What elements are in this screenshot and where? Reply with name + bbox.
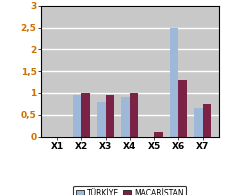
Bar — [169, 28, 178, 136]
Bar — [121, 97, 129, 136]
Bar — [193, 108, 202, 136]
Bar — [153, 132, 162, 136]
Bar — [73, 95, 81, 136]
Bar — [129, 93, 138, 136]
Bar — [81, 93, 90, 136]
Bar — [178, 80, 186, 136]
Bar — [105, 95, 114, 136]
Bar — [202, 104, 210, 136]
Bar — [97, 102, 105, 136]
Legend: TÜRKİYE, MACARİSTAN: TÜRKİYE, MACARİSTAN — [73, 185, 186, 195]
